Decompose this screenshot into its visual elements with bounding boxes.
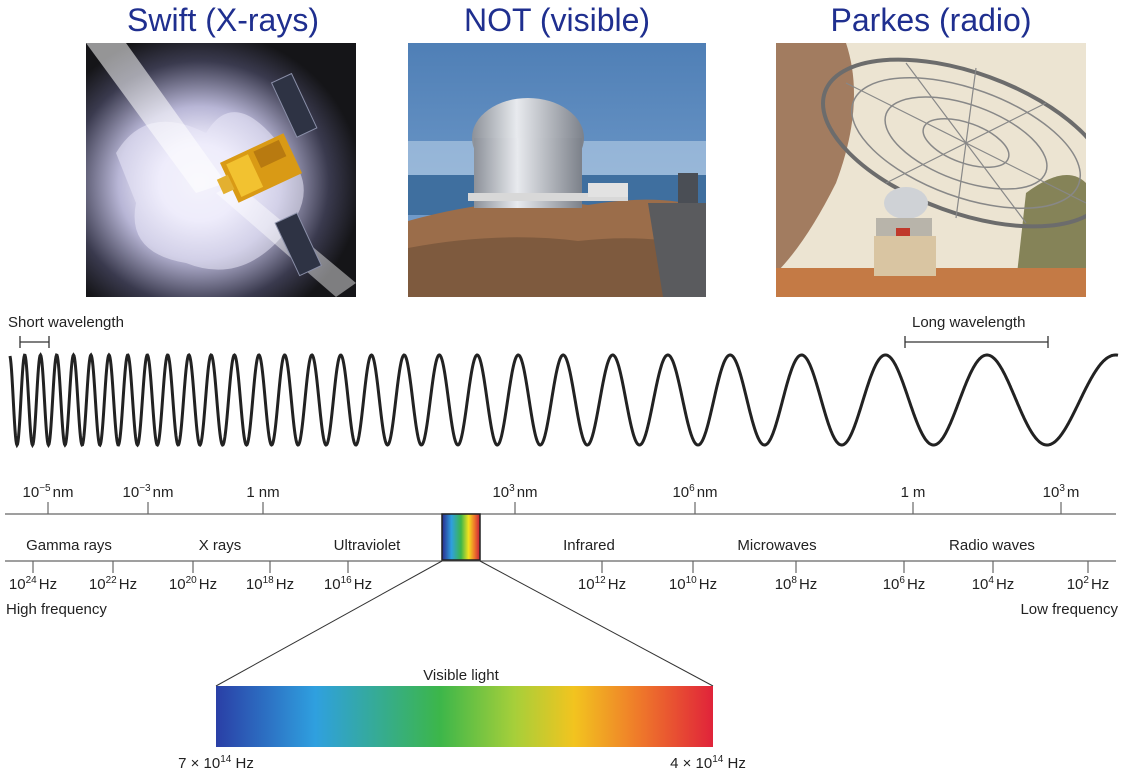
frequency-tick-label: 1020 Hz (169, 575, 217, 593)
short-wavelength-label: Short wavelength (8, 314, 124, 331)
frequency-tick-label: 1018 Hz (246, 575, 294, 593)
band-label: X rays (199, 537, 242, 554)
wavelength-tick-label: 103 m (1043, 483, 1080, 501)
swift-title: Swift (X-rays) (127, 2, 319, 38)
band-label: Radio waves (949, 537, 1035, 554)
parkes-title: Parkes (radio) (830, 2, 1032, 38)
visible-light-label: Visible light (423, 667, 499, 684)
band-label: Microwaves (737, 537, 816, 554)
wavelength-tick-label: 10−5 nm (23, 483, 74, 501)
band-label: Gamma rays (26, 537, 112, 554)
zoom-line-left (215, 560, 443, 687)
low-frequency-label: Low frequency (1020, 601, 1118, 618)
long-wavelength-bracket (904, 336, 1049, 348)
short-wavelength-bracket (19, 336, 50, 348)
frequency-tick-label: 1010 Hz (669, 575, 717, 593)
wavelength-tick-label: 103 nm (492, 483, 537, 501)
frequency-tick-label: 102 Hz (1067, 575, 1110, 593)
not-photo (408, 43, 706, 297)
frequency-tick-label: 1024 Hz (9, 575, 57, 593)
zoom-line-right (479, 560, 714, 687)
band-label: Ultraviolet (334, 537, 402, 554)
not-title: NOT (visible) (463, 2, 651, 38)
swift-photo (86, 43, 356, 297)
frequency-tick-label: 1016 Hz (324, 575, 372, 593)
visible-band-marker (441, 513, 481, 561)
wavelength-tick-label: 1 nm (246, 484, 279, 501)
parkes-photo (776, 43, 1086, 297)
frequency-tick-label: 108 Hz (775, 575, 818, 593)
frequency-tick-label: 1022 Hz (89, 575, 137, 593)
frequency-tick-label: 1012 Hz (578, 575, 626, 593)
long-wavelength-label: Long wavelength (912, 314, 1025, 331)
sine-wave (8, 352, 1119, 449)
band-label: Infrared (563, 537, 615, 554)
frequency-tick-label: 106 Hz (883, 575, 926, 593)
frequency-tick-label: 104 Hz (972, 575, 1015, 593)
visible-frequency-label: 4 × 1014 Hz (670, 754, 746, 772)
visible-frequency-label: 7 × 1014 Hz (178, 754, 254, 772)
wavelength-tick-label: 106 nm (672, 483, 717, 501)
wavelength-tick-label: 10−3 nm (123, 483, 174, 501)
high-frequency-label: High frequency (6, 601, 107, 618)
visible-spectrum-bar (216, 686, 713, 747)
